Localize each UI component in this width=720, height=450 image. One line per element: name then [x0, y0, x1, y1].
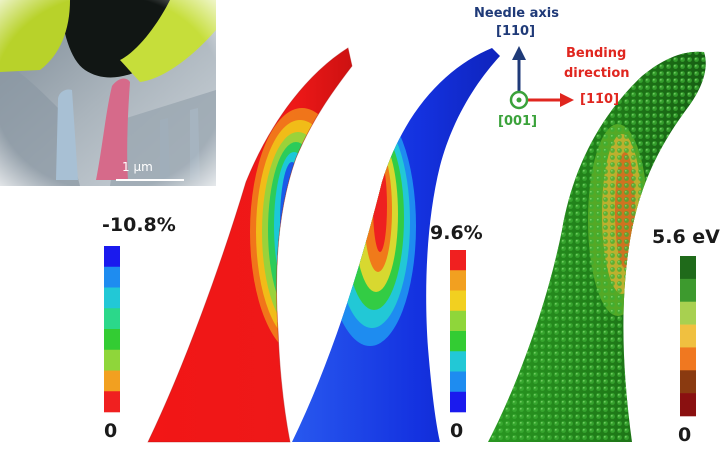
colorbar-energy [680, 256, 696, 417]
colorbar-swatch [680, 370, 696, 394]
colorbar-swatch [680, 278, 696, 303]
needle-axis-label: Needle axis [474, 6, 559, 21]
colorbar-swatch [450, 351, 466, 372]
colorbar-compressive-bottom-label: 0 [104, 420, 118, 442]
colorbar-swatch [104, 391, 120, 413]
colorbar-swatch [680, 301, 696, 325]
colorbar-swatch [450, 290, 466, 312]
colorbar-compressive [104, 246, 120, 413]
bending-label-line2: direction [564, 66, 630, 81]
colorbar-energy-top-label: 5.6 eV [652, 226, 720, 248]
crystal-axes [509, 46, 574, 110]
colorbar-swatch [450, 310, 466, 332]
colorbar-swatch [104, 329, 120, 351]
scale-bar-label: 1 µm [122, 160, 153, 174]
colorbar-swatch [450, 250, 466, 271]
colorbar-compressive-top-label: -10.8% [102, 214, 176, 236]
bending-axis-arrowhead [560, 93, 574, 107]
colorbar-tensile [450, 250, 466, 413]
colorbar-swatch [104, 308, 120, 330]
colorbar-swatch [104, 349, 120, 371]
colorbar-swatch [450, 371, 466, 393]
colorbar-swatch [104, 246, 120, 268]
normal-axis-dot [516, 97, 522, 103]
needle-axis-arrowhead [512, 46, 526, 60]
needle-axis-index: [110] [496, 24, 536, 39]
normal-index: [001] [498, 114, 538, 129]
sem-inset [0, 0, 216, 186]
colorbar-swatch [450, 391, 466, 413]
colorbar-swatch [680, 324, 696, 348]
bending-label-line1: Bending [566, 46, 627, 61]
colorbar-swatch [450, 331, 466, 352]
colorbar-swatch [450, 270, 466, 291]
bending-index: [11̄0] [580, 92, 620, 107]
colorbar-swatch [680, 393, 696, 417]
colorbar-swatch [680, 347, 696, 371]
colorbar-swatch [104, 287, 120, 309]
colorbar-energy-bottom-label: 0 [678, 424, 692, 446]
colorbar-tensile-top-label: 9.6% [430, 222, 483, 244]
colorbar-tensile-bottom-label: 0 [450, 420, 464, 442]
colorbar-swatch [104, 370, 120, 392]
colorbar-swatch [680, 256, 696, 280]
colorbar-swatch [104, 266, 120, 288]
